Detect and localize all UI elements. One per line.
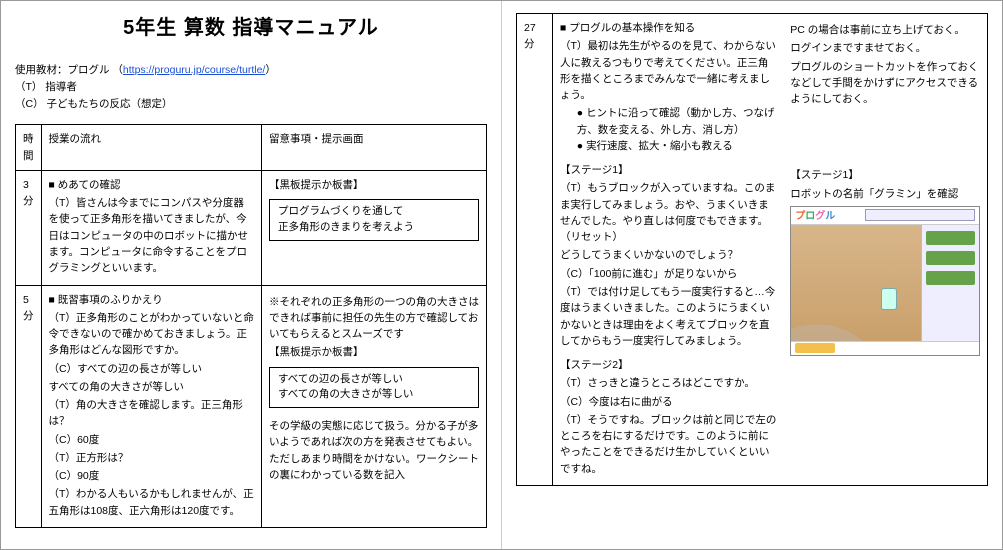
ready-note: プログルのショートカットを作っておくなどして手間をかけずにアクセスできるようにし… [790,59,980,108]
note-pre: ※それぞれの正多角形の一つの角の大きさはできれば事前に担任の先生の方で確認してお… [269,294,479,343]
section-head: プログルの基本操作を知る [560,20,778,36]
cell-time: 27分 [517,14,553,486]
th-flow: 授業の流れ [41,125,262,171]
board-note-box: プログラムづくりを通して 正多角形のきまりを考えよう [269,199,479,241]
code-block [926,231,975,245]
cell-flow: めあての確認 皆さんは今までにコンパスや分度器を使って正多角形を描いてきましたが… [41,170,262,285]
dialogue-c: 「100前に進む」が足りないから [560,266,778,282]
code-block [926,251,975,265]
dialogue-c: すべての辺の長さが等しい [49,361,255,377]
stage-label: 【ステージ1】 [560,162,778,178]
table-row: 3分 めあての確認 皆さんは今までにコンパスや分度器を使って正多角形を描いてきま… [16,170,487,285]
ready-note: ログインまですませておく。 [790,40,980,56]
th-time: 時間 [16,125,42,171]
run-button-icon [795,343,835,353]
legend-t: （T） 指導者 [15,81,77,93]
screenshot-caption: ロボットの名前「グラミン」を確認 [790,186,980,202]
stage-label-right: 【ステージ1】 [790,167,980,183]
box-label: 【黒板提示か板書】 [269,177,479,193]
ready-note: PC の場合は事前に立ち上げておく。 [790,22,980,38]
box-label: 【黒板提示か板書】 [269,344,479,360]
dialogue-c: 今度は右に曲がる [560,394,778,410]
page-2: 27分 プログルの基本操作を知る 最初は先生がやるのを見て、わからない人に教える… [501,1,1002,549]
document-spread: 5年生 算数 指導マニュアル 使用教材：プログル （https://progur… [0,0,1003,550]
robot-icon [881,288,897,310]
ss-bottom-bar [791,341,979,355]
code-block [926,271,975,285]
box-line: すべての角の大きさが等しい [278,387,470,403]
ss-topbar: プログル [791,207,979,225]
board-note-box: すべての辺の長さが等しい すべての角の大きさが等しい [269,367,479,409]
cell-note: 【黒板提示か板書】 プログラムづくりを通して 正多角形のきまりを考えよう [262,170,487,285]
proguru-logo: プログル [795,209,835,225]
cell-time: 3分 [16,170,42,285]
front-matter: 使用教材：プログル （https://proguru.jp/course/tur… [15,62,487,112]
dialogue-t: 正多角形のことがわかっていないと命令できないので確かめておきましょう。正多角形は… [49,310,255,359]
cell-flow: 既習事項のふりかえり 正多角形のことがわかっていないと命令できないので確かめてお… [41,285,262,527]
ss-block-palette [921,225,979,355]
cell-note: ※それぞれの正多角形の一つの角の大きさはできれば事前に担任の先生の方で確認してお… [262,285,487,527]
table-row: 5分 既習事項のふりかえり 正多角形のことがわかっていないと命令できないので確か… [16,285,487,527]
dialogue-t: そうですね。ブロックは前と同じで左のところを右にするだけです。このように前にやっ… [560,412,778,477]
dialogue-t: では付け足してもう一度実行すると…今度はうまくいきました。このようにうまくいかな… [560,284,778,349]
cell-flow: プログルの基本操作を知る 最初は先生がやるのを見て、わからない人に教えるつもりで… [553,14,988,486]
th-note: 留意事項・提示画面 [262,125,487,171]
legend-c: （C） 子どもたちの反応（想定） [15,98,173,110]
dialogue-t: 皆さんは今までにコンパスや分度器を使って正多角形を描いてきましたが、今日はコンピ… [49,195,255,276]
list-item: ヒントに沿って確認（動かし方、つなげ方、数を変える、外し方、消し方） [577,105,778,138]
box-line: プログラムづくりを通して [278,204,470,220]
flow-right: PC の場合は事前に立ち上げておく。 ログインまですませておく。 プログルのショ… [786,20,980,479]
dialogue-t: わかる人もいるかもしれませんが、正五角形は108度、正六角形は120度です。 [49,486,255,519]
dialogue-t: 正方形は？ [49,450,255,466]
flow-left: プログルの基本操作を知る 最初は先生がやるのを見て、わからない人に教えるつもりで… [560,20,778,479]
section-head: 既習事項のふりかえり [49,292,255,308]
table-row: 27分 プログルの基本操作を知る 最初は先生がやるのを見て、わからない人に教える… [517,14,988,486]
dialogue-t-cont: どうしてうまくいかないのでしょう？ [560,247,778,263]
stage-number-bar [865,209,975,221]
list-item: 実行速度、拡大・縮小も教える [577,138,778,154]
stage-label: 【ステージ2】 [560,357,778,373]
dialogue-c: 90度 [49,468,255,484]
hint-list: ヒントに沿って確認（動かし方、つなげ方、数を変える、外し方、消し方） 実行速度、… [577,105,778,154]
lesson-table: 時間 授業の流れ 留意事項・提示画面 3分 めあての確認 皆さんは今までにコンパ… [15,124,487,528]
dialogue-t: 角の大きさを確認します。正三角形は？ [49,397,255,430]
proguru-screenshot: プログル [790,206,980,356]
materials-link[interactable]: https://proguru.jp/course/turtle/ [123,64,265,76]
dialogue-t: さっきと違うところはどこですか。 [560,375,778,391]
materials-label: 使用教材：プログル [15,64,110,76]
page-1: 5年生 算数 指導マニュアル 使用教材：プログル （https://progur… [1,1,501,549]
note-post: その学級の実態に応じて扱う。分かる子が多いようであれば次の方を発表させてもよい。… [269,418,479,483]
box-line: すべての辺の長さが等しい [278,372,470,388]
dialogue-c: 60度 [49,432,255,448]
lesson-table-continued: 27分 プログルの基本操作を知る 最初は先生がやるのを見て、わからない人に教える… [516,13,988,486]
section-head: めあての確認 [49,177,255,193]
dialogue-t: 最初は先生がやるのを見て、わからない人に教えるつもりで考えてください。正三角形を… [560,38,778,103]
cell-time: 5分 [16,285,42,527]
dialogue-c-cont: すべての角の大きさが等しい [49,379,255,395]
dialogue-t: もうブロックが入っていますね。このまま実行してみましょう。おや、うまくいきません… [560,180,778,245]
doc-title: 5年生 算数 指導マニュアル [15,13,487,44]
box-line: 正多角形のきまりを考えよう [278,220,470,236]
